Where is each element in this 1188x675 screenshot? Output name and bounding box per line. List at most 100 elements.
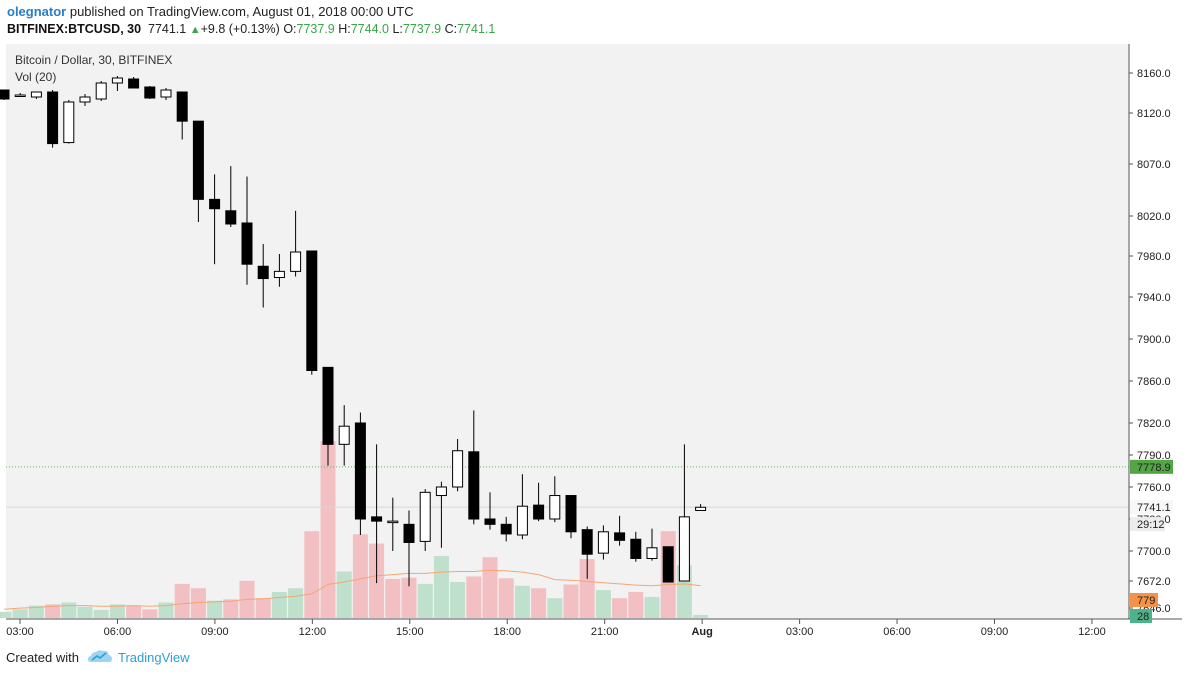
candle-body[interactable] (0, 89, 10, 100)
candle-body[interactable] (225, 210, 237, 225)
time-tick-label: 09:00 (201, 626, 229, 638)
volume-bar (336, 571, 352, 618)
candle-body[interactable] (516, 505, 528, 536)
price-tick-label: 7700.0 (1137, 546, 1171, 558)
candle-body[interactable] (678, 516, 690, 582)
candle-body[interactable] (47, 91, 59, 145)
tradingview-cloud-icon[interactable] (87, 648, 113, 666)
candle-body[interactable] (533, 504, 545, 520)
candle-body[interactable] (419, 491, 431, 542)
candle-body[interactable] (30, 91, 42, 98)
candle-body[interactable] (500, 523, 512, 535)
candle-body[interactable] (257, 265, 269, 280)
volume-ma-label: 779 (1137, 595, 1155, 607)
volume-last-label-bg (1130, 609, 1152, 623)
author-link[interactable]: olegnator (7, 4, 67, 19)
volume-bar (207, 600, 223, 618)
volume-bar (482, 557, 498, 618)
candle-body[interactable] (614, 532, 626, 541)
candle-body[interactable] (192, 120, 204, 200)
volume-bar (12, 609, 28, 618)
open-label: O: (283, 22, 297, 36)
volume-bar (612, 598, 628, 618)
footer-created-text: Created with (6, 650, 79, 665)
candle-body[interactable] (468, 451, 480, 520)
price-tick-label: 7820.0 (1137, 418, 1171, 430)
price-labels: 7778.9 7741.1 29:12 779 28 (1130, 459, 1173, 623)
time-axis[interactable]: 03:00 06:00 09:00 12:00 15:00 18:00 21:00 Aug 03… (6, 619, 1106, 638)
last-price-label: 7741.1 (1137, 502, 1171, 514)
candle-body[interactable] (387, 520, 399, 524)
volume-bar (255, 598, 271, 618)
candle-body[interactable] (322, 366, 334, 445)
price-chart[interactable]: Bitcoin / Dollar, 30, BITFINEX Vol (20) … (0, 42, 1188, 643)
volume-bar (595, 590, 611, 618)
candle-body[interactable] (354, 422, 366, 520)
candle-body[interactable] (241, 222, 253, 265)
plot-area[interactable] (6, 44, 1129, 619)
price-tick-label: 7900.0 (1137, 334, 1171, 346)
candle-body[interactable] (565, 495, 577, 533)
volume-ma-label-bg (1130, 593, 1158, 607)
candle-body[interactable] (209, 198, 221, 210)
price-tick-label: 7790.0 (1137, 450, 1171, 462)
price-tick-label: 7760.0 (1137, 482, 1171, 494)
time-tick-label: 09:00 (981, 626, 1009, 638)
symbol-label: BITFINEX:BTCUSD, 30 (7, 22, 142, 36)
candle-body[interactable] (662, 546, 674, 583)
candle-body[interactable] (14, 94, 26, 97)
volume-bar (190, 588, 206, 618)
candle-body[interactable] (646, 547, 658, 559)
price-axis[interactable]: 8160.0 8120.0 8070.0 8020.0 7980.0 7940.0 7900… (1129, 68, 1171, 615)
volume-legend: Vol (20) (15, 70, 56, 84)
volume-bar (531, 588, 547, 618)
candle-body[interactable] (128, 78, 140, 89)
volume-bar (498, 578, 514, 618)
candle-body[interactable] (176, 91, 188, 122)
candle-body[interactable] (273, 270, 285, 279)
last-price-label-bg (1130, 500, 1173, 515)
tradingview-link[interactable]: TradingView (118, 650, 190, 665)
low-label: L: (392, 22, 403, 36)
candle-body[interactable] (484, 518, 496, 525)
volume-bar (433, 556, 449, 618)
candle-body[interactable] (63, 101, 75, 144)
time-tick-label: 18:00 (493, 626, 521, 638)
volume-bar (142, 609, 158, 618)
candle-body[interactable] (403, 523, 415, 543)
chart-header: olegnator published on TradingView.com, … (0, 0, 1188, 42)
volume-ma-line (3, 569, 701, 610)
price-tick-label: 8160.0 (1137, 68, 1171, 80)
countdown-label-bg (1130, 517, 1165, 532)
candle-body[interactable] (695, 506, 707, 511)
candle-body[interactable] (371, 516, 383, 522)
last-price: 7741.1 (148, 22, 187, 36)
candle-body[interactable] (144, 86, 156, 99)
price-tick-label: 8120.0 (1137, 108, 1171, 120)
candle-body[interactable] (160, 89, 172, 98)
candle-body[interactable] (452, 450, 464, 488)
candle-body[interactable] (338, 425, 350, 445)
time-tick-label: 03:00 (786, 626, 814, 638)
volume-bar (644, 596, 660, 618)
candle-body[interactable] (79, 96, 91, 103)
volume-bar (385, 578, 401, 618)
price-tick-label: 7940.0 (1137, 292, 1171, 304)
time-tick-label: 03:00 (6, 626, 34, 638)
volume-bar (0, 611, 12, 618)
time-tick-label: 15:00 (396, 626, 424, 638)
volume-bar (450, 582, 466, 618)
candles-layer (0, 76, 707, 587)
price-change: +9.8 (+0.13%) (200, 22, 280, 36)
candle-body[interactable] (290, 251, 302, 272)
candle-body[interactable] (95, 82, 107, 100)
up-arrow-icon: ▲ (189, 24, 201, 36)
candle-body[interactable] (581, 529, 593, 555)
candle-body[interactable] (306, 250, 318, 371)
candle-body[interactable] (435, 486, 447, 497)
candle-body[interactable] (549, 495, 561, 520)
candle-body[interactable] (630, 538, 642, 559)
candle-body[interactable] (597, 531, 609, 554)
price-tick-label: 7672.0 (1137, 576, 1171, 588)
candle-body[interactable] (111, 77, 123, 84)
